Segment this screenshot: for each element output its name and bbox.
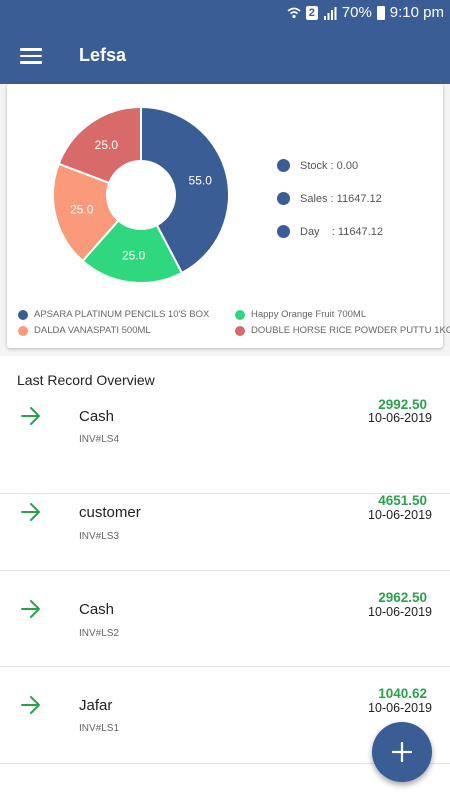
legend-label: DALDA VANASPATI 500ML — [34, 325, 151, 336]
battery-percent: 70% — [341, 4, 372, 21]
record-amount: 1040.62 — [378, 686, 427, 701]
add-record-button[interactable] — [372, 722, 432, 782]
legend-label: APSARA PLATINUM PENCILS 10'S BOX — [34, 309, 210, 320]
arrow-right-icon — [21, 407, 40, 425]
record-invoice: INV#LS1 — [79, 723, 120, 734]
pie-slice — [52, 162, 120, 263]
slice-value-label: 25.0 — [70, 203, 94, 217]
record-invoice: INV#LS4 — [79, 434, 120, 445]
record-row[interactable]: Cash INV#LS2 2962.50 10-06-2019 — [0, 571, 450, 667]
record-invoice: INV#LS2 — [79, 628, 120, 639]
battery-icon — [376, 5, 385, 20]
sales-label: Sales : 11647.12 — [300, 192, 382, 205]
sales-dot-icon — [277, 192, 290, 205]
day-dot-icon — [277, 225, 290, 238]
legend-label: Happy Orange Fruit 700ML — [251, 309, 367, 320]
record-date: 10-06-2019 — [368, 508, 432, 522]
record-amount: 2992.50 — [378, 397, 427, 412]
stock-dot-icon — [277, 159, 290, 172]
slice-value-label: 25.0 — [122, 249, 146, 263]
record-name: Jafar — [79, 697, 113, 714]
stock-label: Stock : 0.00 — [300, 159, 359, 172]
hamburger-menu-icon[interactable] — [20, 48, 42, 64]
page-title: Lefsa — [79, 45, 127, 65]
section-title: Last Record Overview — [17, 372, 155, 388]
legend-item-apsara: APSARA PLATINUM PENCILS 10'S BOX — [18, 309, 209, 320]
record-row[interactable]: Cash INV#LS4 2992.50 10-06-2019 — [0, 397, 450, 494]
slice-value-label: 55.0 — [189, 173, 213, 187]
pie-slice — [57, 105, 142, 185]
pie-slice — [81, 219, 184, 284]
app-bar: Lefsa — [0, 28, 450, 84]
legend-dot-icon — [235, 325, 245, 336]
legend-item-double-horse: DOUBLE HORSE RICE POWDER PUTTU 1KG — [235, 325, 450, 336]
record-name: customer — [79, 504, 141, 521]
record-row[interactable]: customer INV#LS3 4651.50 10-06-2019 — [0, 474, 450, 571]
record-amount: 4651.50 — [378, 493, 427, 508]
record-name: Cash — [79, 408, 115, 425]
legend-dot-icon — [235, 309, 245, 320]
slice-value-label: 25.0 — [95, 138, 119, 152]
status-icons: 2 70% 9:10 pm — [287, 4, 444, 21]
records-section: Last Record Overview Cash INV#LS4 2992.5… — [0, 356, 450, 800]
status-time: 9:10 pm — [389, 4, 444, 21]
arrow-right-icon — [21, 503, 40, 521]
legend-dot-icon — [18, 309, 28, 320]
legend-item-happy-orange: Happy Orange Fruit 700ML — [235, 309, 366, 320]
legend-label: DOUBLE HORSE RICE POWDER PUTTU 1KG — [251, 325, 450, 336]
donut-chart: 55.0 25.0 25.0 25.0 — [52, 105, 230, 284]
arrow-right-icon — [21, 696, 40, 714]
day-label: Day : 11647.12 — [300, 225, 383, 238]
status-bar: 2 70% 9:10 pm — [0, 0, 450, 28]
legend-dot-icon — [18, 325, 28, 336]
legend-item-dalda: DALDA VANASPATI 500ML — [18, 325, 151, 336]
record-name: Cash — [79, 601, 115, 618]
pie-slice — [140, 105, 230, 275]
record-date: 10-06-2019 — [368, 605, 432, 619]
record-invoice: INV#LS3 — [79, 531, 120, 542]
signal-icon — [323, 6, 337, 20]
record-row[interactable]: Jafar INV#LS1 1040.62 10-06-2019 — [0, 667, 450, 764]
record-date: 10-06-2019 — [368, 701, 432, 715]
plus-icon — [392, 742, 412, 762]
arrow-right-icon — [21, 600, 40, 618]
stock-summary: Stock : 0.00 — [277, 159, 358, 172]
sim-badge: 2 — [305, 5, 318, 20]
record-date: 10-06-2019 — [368, 411, 432, 425]
sales-summary: Sales : 11647.12 — [277, 192, 382, 205]
day-summary: Day : 11647.12 — [277, 225, 383, 238]
wifi-icon — [287, 7, 301, 19]
record-amount: 2962.50 — [378, 590, 427, 605]
chart-card: 55.0 25.0 25.0 25.0 Stock : 0.00 Sales : 11… — [7, 84, 450, 348]
